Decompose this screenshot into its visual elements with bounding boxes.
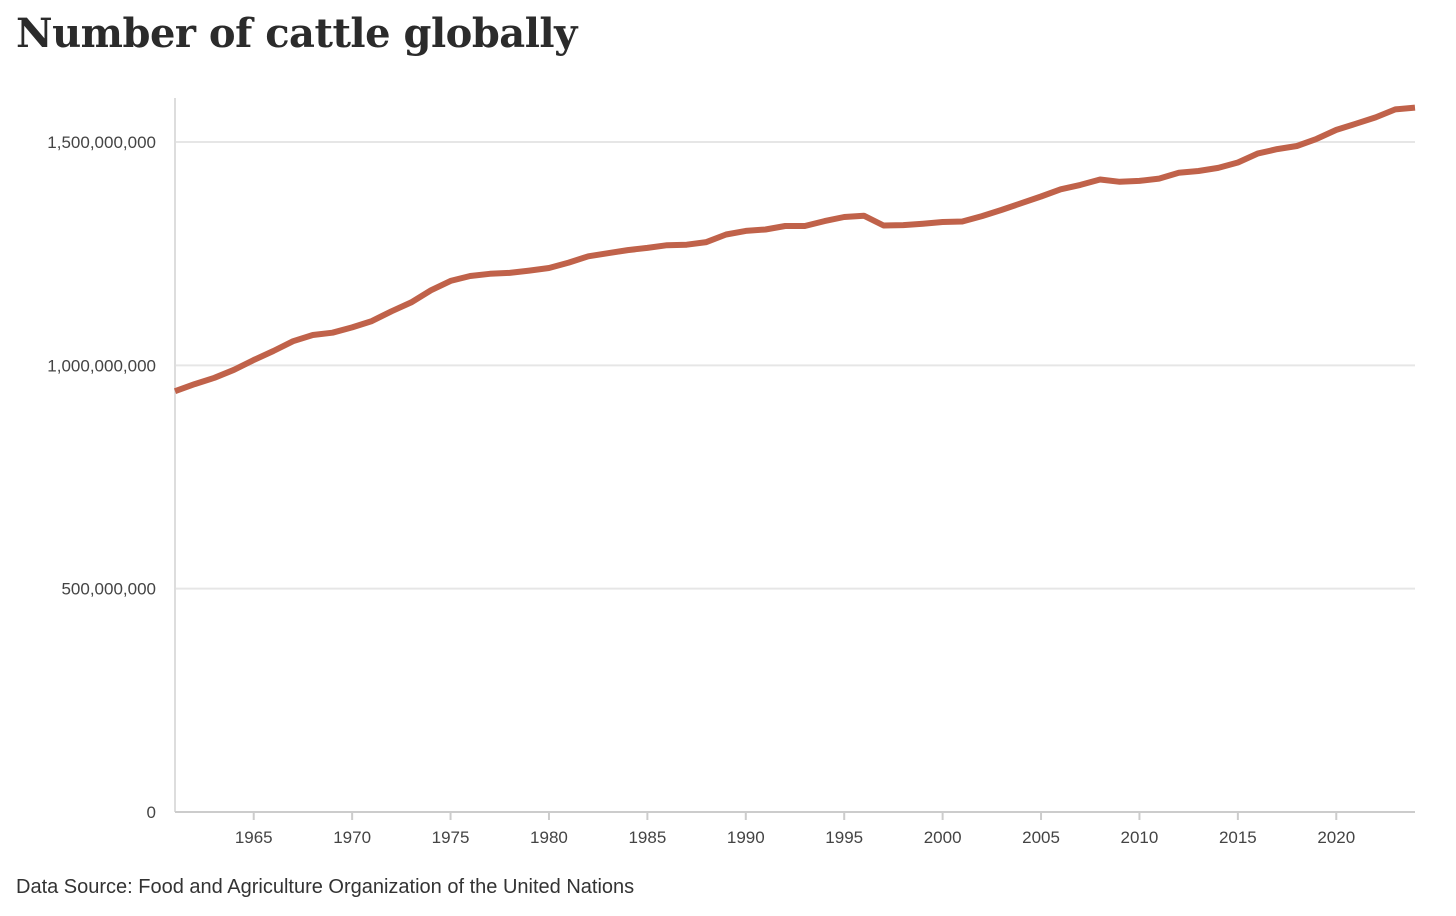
chart-title: Number of cattle globally	[16, 10, 577, 57]
y-tick-label: 1,500,000,000	[47, 133, 156, 152]
x-tick-label: 1990	[727, 828, 765, 847]
x-tick-label: 1980	[530, 828, 568, 847]
x-tick-label: 1985	[628, 828, 666, 847]
x-tick-label: 2015	[1219, 828, 1257, 847]
y-tick-label: 500,000,000	[61, 580, 156, 599]
x-tick-label: 1995	[825, 828, 863, 847]
x-tick-label: 1965	[235, 828, 273, 847]
series-line-cattle	[173, 104, 1416, 395]
y-tick-label: 1,000,000,000	[47, 356, 156, 375]
x-tick-label: 2010	[1121, 828, 1159, 847]
x-tick-label: 2020	[1317, 828, 1355, 847]
x-tick-label: 1975	[432, 828, 470, 847]
x-tick-label: 1970	[333, 828, 371, 847]
x-tick-label: 2005	[1022, 828, 1060, 847]
y-tick-label: 0	[147, 803, 156, 822]
data-source-note: Data Source: Food and Agriculture Organi…	[16, 876, 635, 898]
x-tick-label: 2000	[924, 828, 962, 847]
